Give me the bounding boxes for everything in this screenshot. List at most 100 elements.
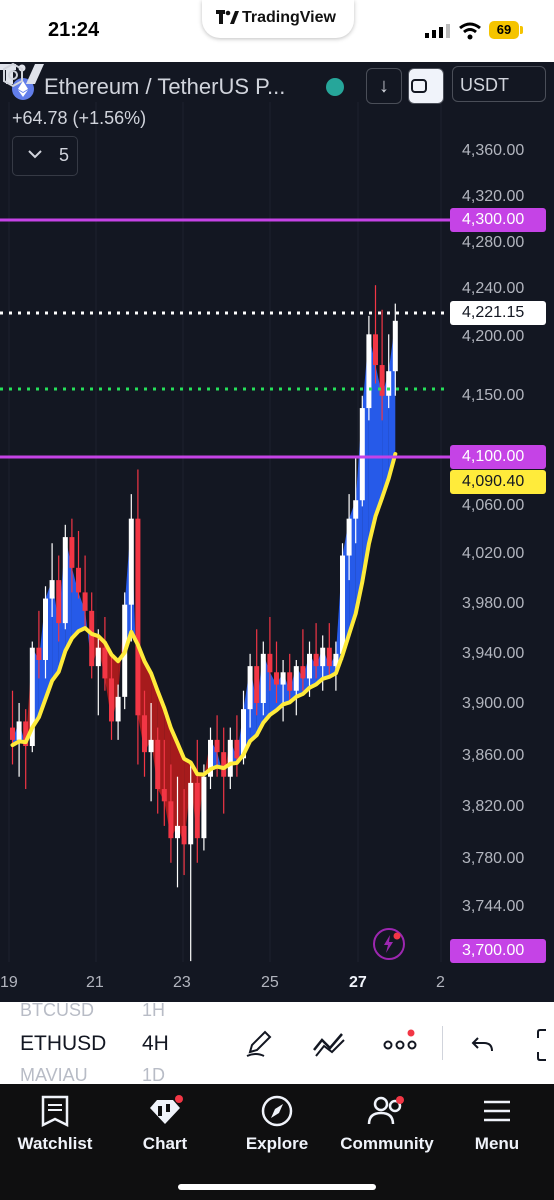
indicators-count: 5 <box>59 145 70 165</box>
trend-line-icon[interactable] <box>312 1028 346 1058</box>
ema-fill <box>375 365 383 517</box>
price-axis-label: 4,360.00 <box>462 142 525 159</box>
candle-body <box>23 721 29 747</box>
chevron-down-icon <box>28 150 42 159</box>
time-axis-label: 27 <box>349 974 367 991</box>
compass-icon <box>261 1095 293 1127</box>
candle-body <box>247 666 253 710</box>
nav-community[interactable]: Community <box>332 1084 442 1164</box>
candle-body <box>49 580 55 599</box>
pen-icon[interactable] <box>244 1028 274 1058</box>
settings-icon[interactable] <box>0 62 26 88</box>
time-axis-label: 2 <box>436 974 445 991</box>
nav-explore[interactable]: Explore <box>222 1084 332 1164</box>
symbol-switcher[interactable]: BTCUSD ETHUSD MAVIAU 1H 4H 1D <box>0 1002 178 1084</box>
candle-body <box>320 647 326 667</box>
ema-fill <box>71 567 79 639</box>
lightning-icon[interactable] <box>373 928 405 960</box>
undo-icon[interactable] <box>470 1028 496 1058</box>
candle-body <box>194 782 200 839</box>
symbol-title[interactable]: Ethereum / TetherUS P... <box>44 74 286 99</box>
chart-toolbar: BTCUSD ETHUSD MAVIAU 1H 4H 1D <box>0 1002 554 1084</box>
nav-label: Explore <box>245 1134 309 1153</box>
price-axis-label: 4,150.00 <box>462 387 525 404</box>
price-axis-label: 4,240.00 <box>462 280 525 297</box>
level-3700-tag[interactable]: 3,700.00 <box>450 939 546 963</box>
wifi-icon <box>459 22 481 40</box>
price-chart[interactable] <box>0 62 554 1002</box>
nav-label: Menu <box>474 1134 520 1153</box>
candle-body <box>346 518 352 556</box>
ema-fill <box>177 743 185 845</box>
candle-body <box>333 653 339 667</box>
candle-body <box>267 653 273 673</box>
candle-body <box>188 782 194 845</box>
symbol-item[interactable]: MAVIAU <box>20 1065 88 1084</box>
time-axis-label: 23 <box>173 974 191 991</box>
candle-body <box>300 666 306 679</box>
level-4100-tag[interactable]: 4,100.00 <box>450 445 546 469</box>
symbol-item-current[interactable]: ETHUSD <box>20 1032 107 1055</box>
time-axis-label: 25 <box>261 974 279 991</box>
candle-body <box>227 739 233 777</box>
ema-fill <box>223 739 231 777</box>
candle-body <box>168 801 174 839</box>
candle-body <box>392 320 398 372</box>
candle-body <box>181 825 187 845</box>
time-axis-label: 21 <box>86 974 104 991</box>
more-icon[interactable] <box>382 1028 418 1058</box>
candle-body <box>175 825 180 839</box>
currency-selector[interactable]: USDT <box>452 66 546 102</box>
candle-body <box>89 610 95 667</box>
chart-icon <box>150 1095 183 1124</box>
chart-header: Ethereum / TetherUS P... ↓ USDT <box>0 62 554 108</box>
price-axis-label: 3,744.00 <box>462 898 525 915</box>
tradingview-logo-icon <box>216 10 239 24</box>
nav-label: Chart <box>142 1134 188 1153</box>
app-pill[interactable]: TradingView <box>202 0 354 38</box>
ema-line <box>10 452 398 777</box>
candle-body <box>254 666 260 704</box>
timeframe-item[interactable]: 1H <box>142 1002 166 1020</box>
battery-tip <box>520 26 523 34</box>
community-icon <box>367 1096 404 1125</box>
candle-body <box>260 653 266 704</box>
price-axis-label: 3,980.00 <box>462 595 525 612</box>
status-time: 21:24 <box>48 19 100 41</box>
candle-body <box>43 598 48 660</box>
candle-body <box>109 678 114 722</box>
toolbar-divider <box>442 1026 443 1060</box>
candle-body <box>82 592 88 611</box>
candle-body <box>379 365 385 396</box>
candle-body <box>221 752 227 777</box>
candle-body <box>62 537 68 624</box>
candle-body <box>274 672 279 685</box>
watchlist-icon <box>41 1095 69 1128</box>
level-4300-tag[interactable]: 4,300.00 <box>450 208 546 232</box>
nav-chart[interactable]: Chart <box>110 1084 220 1164</box>
candle-body <box>36 647 42 660</box>
symbol-item[interactable]: BTCUSD <box>20 1002 95 1020</box>
timeframe-item[interactable]: 1D <box>142 1065 166 1084</box>
price-axis-label: 3,940.00 <box>462 645 525 662</box>
bottom-navigation: Watchlist Chart Explore Community Me <box>0 1084 554 1200</box>
download-icon[interactable]: ↓ <box>366 68 402 104</box>
last-price-tag: 4,221.15 <box>450 301 546 325</box>
timeframe-item-current[interactable]: 4H <box>142 1032 169 1055</box>
candle-body <box>241 709 246 759</box>
compare-button[interactable] <box>408 68 444 104</box>
ema-value-tag: 4,090.40 <box>450 470 546 494</box>
candle-body <box>287 672 293 691</box>
nav-menu[interactable]: Menu <box>442 1084 552 1164</box>
battery-indicator: 69 <box>489 21 519 39</box>
home-indicator <box>178 1184 376 1190</box>
nav-watchlist[interactable]: Watchlist <box>0 1084 110 1164</box>
market-status-icon[interactable] <box>326 78 344 96</box>
candle-body <box>280 672 286 685</box>
candle-body <box>353 500 359 519</box>
app-pill-label: TradingView <box>242 9 336 26</box>
fullscreen-icon[interactable] <box>536 1028 554 1062</box>
chart-area[interactable]: Ethereum / TetherUS P... ↓ USDT +64.78 (… <box>0 62 554 1002</box>
indicators-toggle[interactable]: 5 <box>12 136 78 176</box>
price-axis-label: 3,780.00 <box>462 850 525 867</box>
